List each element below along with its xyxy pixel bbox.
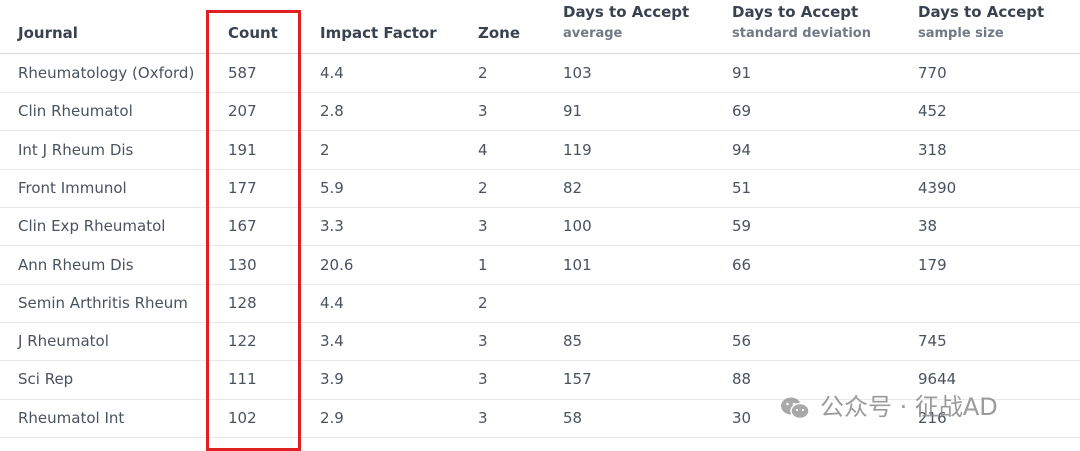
table-cell: 2 [478, 293, 488, 312]
row-rule [0, 169, 1080, 170]
table-cell: 2 [478, 178, 488, 197]
journal-name: Rheumatology (Oxford) [18, 64, 195, 82]
journal-name: Sci Rep [18, 370, 74, 389]
row-rule [0, 360, 1080, 361]
row-rule [0, 399, 1080, 400]
row-rule [0, 207, 1080, 208]
header-rule [0, 53, 1080, 54]
table-cell: 85 [563, 332, 583, 351]
table-cell: 3 [478, 370, 488, 389]
table-cell: 119 [563, 140, 592, 159]
journal-name: Clin Rheumatol [18, 102, 133, 121]
table-cell: 3 [478, 408, 488, 427]
table-cell: 51 [732, 178, 752, 197]
table-cell: 4.4 [320, 293, 344, 312]
column-subtitle: sample size [918, 26, 1004, 41]
table-cell: 69 [732, 102, 752, 121]
table-cell: 5.9 [320, 178, 344, 197]
watermark-icon [781, 397, 810, 420]
table-cell: 3 [478, 102, 488, 121]
table-cell: 179 [918, 255, 947, 274]
table-cell: 177 [228, 178, 257, 197]
table-cell: 101 [563, 255, 592, 274]
column-title: Impact Factor [320, 24, 437, 42]
table-cell: 587 [228, 64, 257, 82]
watermark: 公众号 · 征战AD [780, 392, 998, 422]
table-cell: 102 [228, 408, 257, 427]
row-rule [0, 130, 1080, 131]
table-cell: 100 [563, 217, 592, 236]
table-cell: 452 [918, 102, 947, 121]
table-cell: 2.8 [320, 102, 344, 121]
journal-name: J Rheumatol [18, 332, 109, 351]
table-cell: 30 [732, 408, 752, 427]
column-title: Days to Accept [918, 3, 1045, 21]
table-cell: 4.4 [320, 64, 344, 82]
highlight-box [206, 10, 301, 451]
column-title: Count [228, 24, 278, 42]
table-cell: 56 [732, 332, 752, 351]
table-cell: 66 [732, 255, 752, 274]
table-cell: 4 [478, 140, 488, 159]
row-rule [0, 437, 1080, 438]
table-cell: 157 [563, 370, 592, 389]
table-cell: 9644 [918, 370, 957, 389]
column-subtitle: standard deviation [732, 26, 871, 41]
table-cell: 58 [563, 408, 583, 427]
table-cell: 770 [918, 64, 947, 82]
table-cell: 128 [228, 293, 257, 312]
column-subtitle: average [563, 26, 623, 41]
table-cell: 88 [732, 370, 752, 389]
table-cell: 167 [228, 217, 257, 236]
journal-name: Clin Exp Rheumatol [18, 217, 166, 236]
table-cell: 3.3 [320, 217, 344, 236]
table-cell: 130 [228, 255, 257, 274]
column-title: Days to Accept [563, 3, 690, 21]
table-cell: 59 [732, 217, 752, 236]
row-rule [0, 322, 1080, 323]
table-cell: 91 [563, 102, 583, 121]
table-cell: 3 [478, 332, 488, 351]
table-cell: 20.6 [320, 255, 354, 274]
column-title: Journal [18, 24, 78, 42]
journal-name: Rheumatol Int [18, 408, 125, 427]
table-cell: 82 [563, 178, 583, 197]
table-cell: 103 [563, 64, 592, 82]
table-cell: 191 [228, 140, 257, 159]
journal-name: Semin Arthritis Rheum [18, 293, 188, 312]
table-cell: 2 [478, 64, 488, 82]
table-cell: 3.4 [320, 332, 344, 351]
table-cell: 3.9 [320, 370, 344, 389]
journal-name: Ann Rheum Dis [18, 255, 134, 274]
table-cell: 216 [918, 408, 947, 427]
table-cell: 1 [478, 255, 488, 274]
journal-name: Int J Rheum Dis [18, 140, 134, 159]
table-cell: 38 [918, 217, 938, 236]
column-title: Days to Accept [732, 3, 859, 21]
table-cell: 122 [228, 332, 257, 351]
table-cell: 2 [320, 140, 330, 159]
table-cell: 4390 [918, 178, 957, 197]
table-cell: 94 [732, 140, 752, 159]
journal-name: Front Immunol [18, 178, 127, 197]
column-title: Zone [478, 24, 521, 42]
table-cell: 91 [732, 64, 752, 82]
table-cell: 2.9 [320, 408, 344, 427]
table-cell: 3 [478, 217, 488, 236]
table-cell: 745 [918, 332, 947, 351]
watermark-text: 公众号 · 征战AD [820, 393, 998, 421]
table-cell: 318 [918, 140, 947, 159]
row-rule [0, 284, 1080, 285]
table-cell: 111 [228, 370, 257, 389]
row-rule [0, 92, 1080, 93]
row-rule [0, 245, 1080, 246]
table-cell: 207 [228, 102, 257, 121]
